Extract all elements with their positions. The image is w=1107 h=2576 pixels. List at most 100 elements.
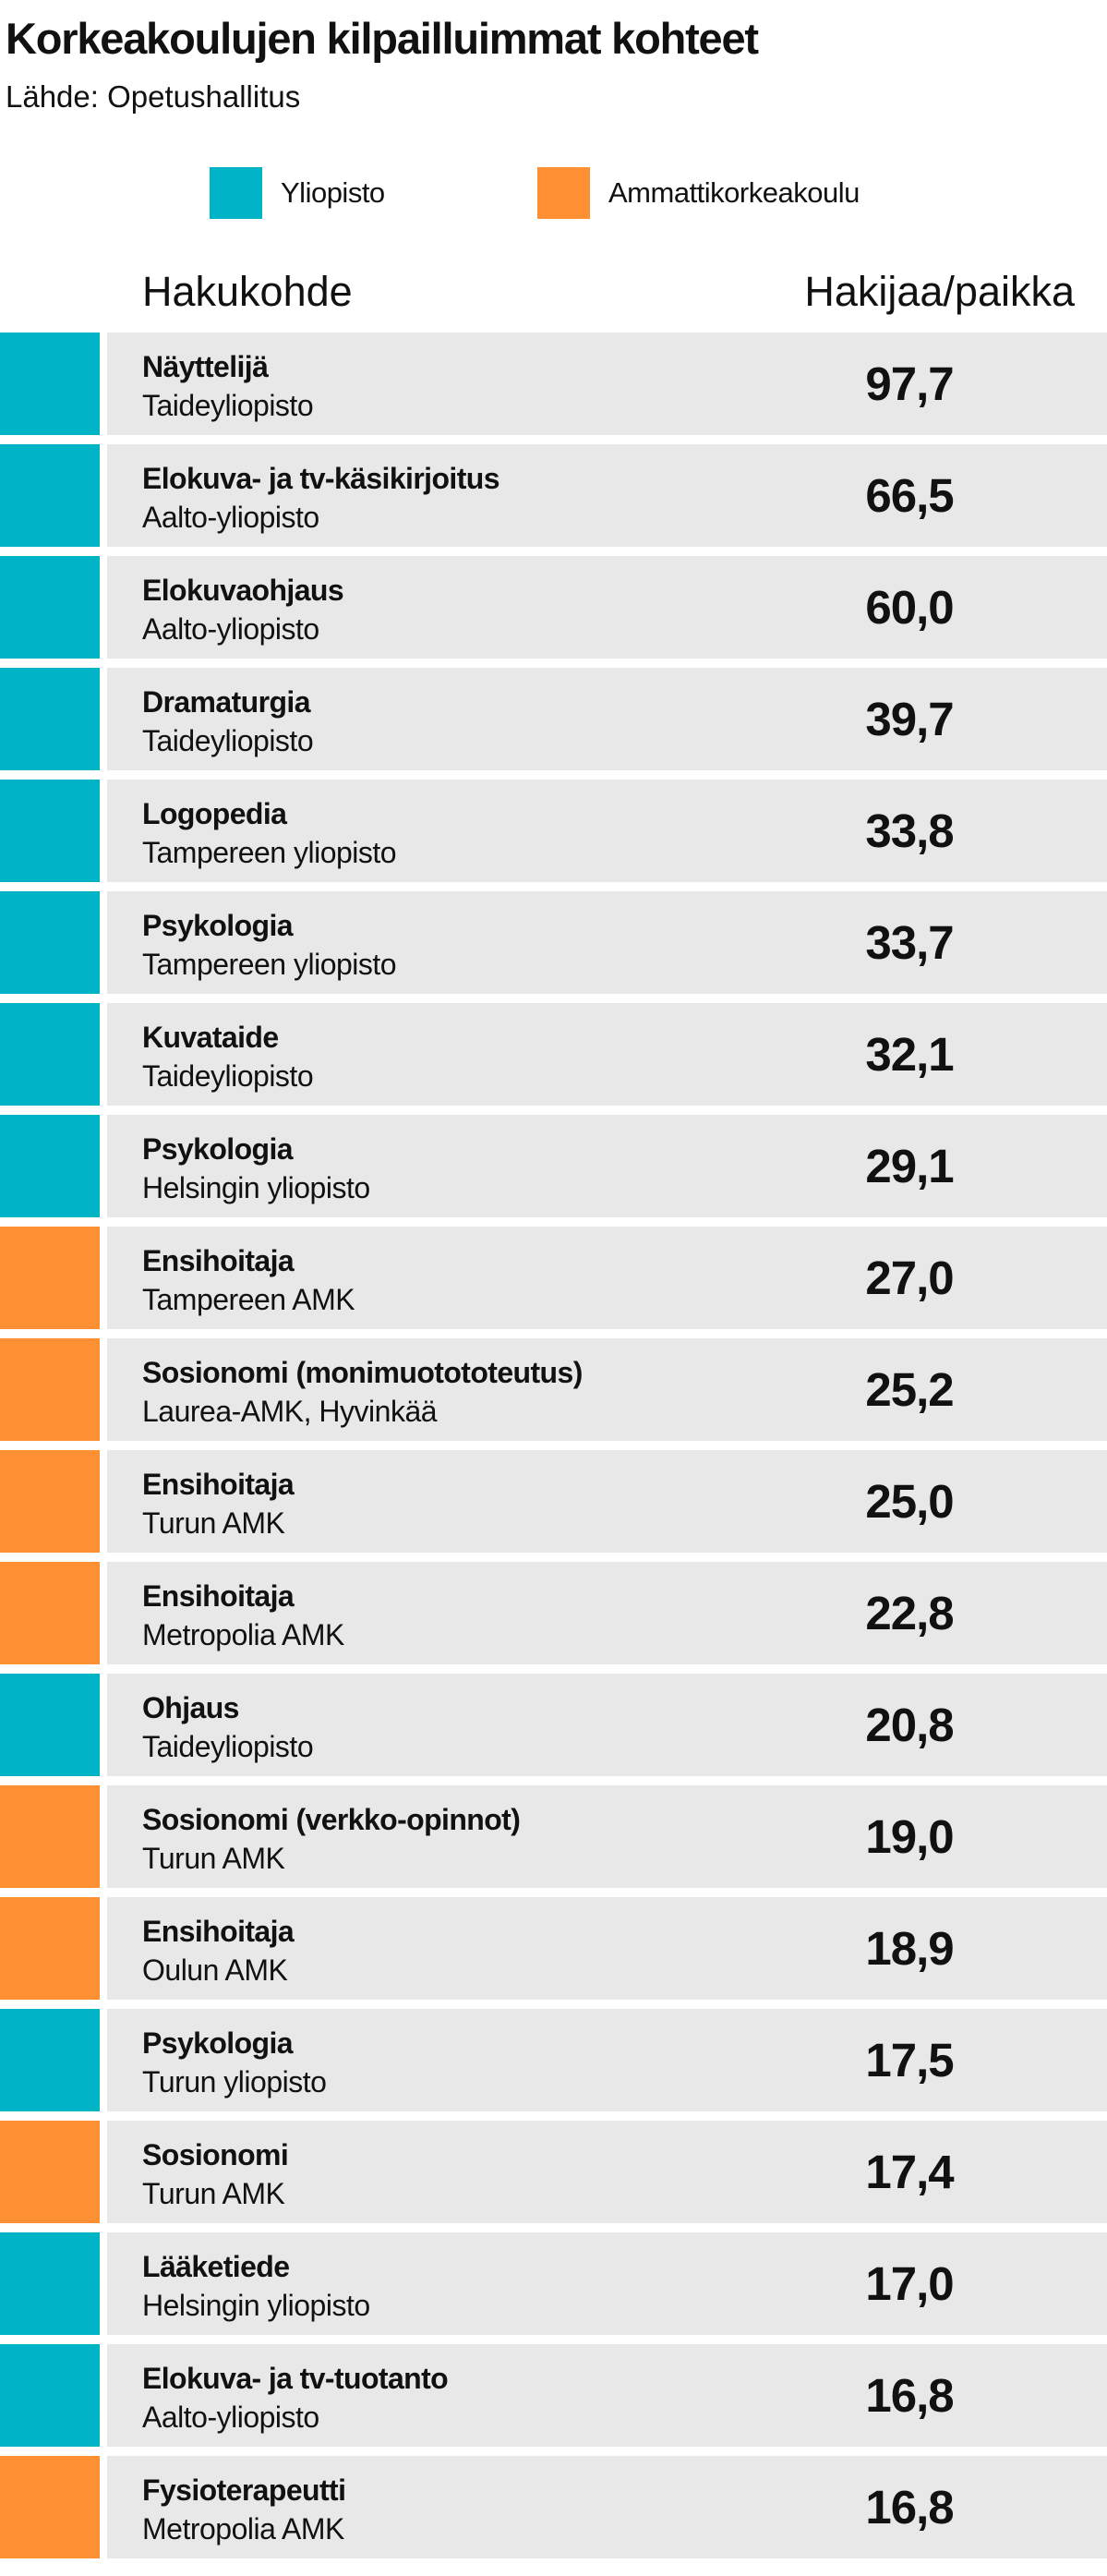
row-organization: Tampereen yliopisto: [142, 836, 397, 869]
row-value: 19,0: [865, 1810, 954, 1863]
table-row: Ohjaus Taideyliopisto 20,8: [0, 1674, 1107, 1776]
row-name: Sosionomi (verkko-opinnot): [142, 1803, 521, 1836]
row-name: Dramaturgia: [142, 685, 311, 719]
row-value: 66,5: [865, 469, 954, 522]
row-name: Psykologia: [142, 909, 294, 942]
row-organization: Metropolia AMK: [142, 2512, 344, 2546]
row-background: [107, 1562, 1107, 1664]
row-name: Ensihoitaja: [142, 1579, 295, 1613]
row-name: Psykologia: [142, 1132, 294, 1166]
row-type-bar: [0, 333, 100, 435]
table-row: Sosionomi (monimuotototeutus) Laurea-AMK,…: [0, 1338, 1107, 1441]
row-background: [107, 2009, 1107, 2111]
row-organization: Turun AMK: [142, 1842, 285, 1875]
row-name: Elokuva- ja tv-käsikirjoitus: [142, 462, 500, 495]
row-name: Elokuva- ja tv-tuotanto: [142, 2362, 449, 2395]
row-background: [107, 2121, 1107, 2223]
row-background: [107, 1003, 1107, 1106]
row-organization: Laurea-AMK, Hyvinkää: [142, 1395, 438, 1428]
row-type-bar: [0, 1003, 100, 1106]
row-organization: Helsingin yliopisto: [142, 2289, 370, 2322]
row-background: [107, 1897, 1107, 2000]
table-row: Kuvataide Taideyliopisto 32,1: [0, 1003, 1107, 1106]
table-row: Elokuvaohjaus Aalto-yliopisto 60,0: [0, 556, 1107, 659]
row-background: [107, 891, 1107, 994]
column-header-hakijaa-paikka: Hakijaa/paikka: [804, 268, 1075, 315]
row-type-bar: [0, 1562, 100, 1664]
row-background: [107, 1115, 1107, 1217]
row-type-bar: [0, 556, 100, 659]
row-type-bar: [0, 2121, 100, 2223]
row-type-bar: [0, 1227, 100, 1329]
row-organization: Taideyliopisto: [142, 1059, 314, 1093]
row-name: Sosionomi: [142, 2138, 289, 2171]
table-row: Sosionomi Turun AMK 17,4: [0, 2121, 1107, 2223]
table-row: Näyttelijä Taideyliopisto 97,7: [0, 333, 1107, 435]
legend-item-yliopisto: Yliopisto: [210, 167, 385, 219]
row-type-bar: [0, 1785, 100, 1888]
row-type-bar: [0, 1115, 100, 1217]
row-name: Elokuvaohjaus: [142, 574, 344, 607]
row-background: [107, 333, 1107, 435]
row-value: 27,0: [865, 1252, 954, 1304]
row-type-bar: [0, 2456, 100, 2558]
table-row: Ensihoitaja Turun AMK 25,0: [0, 1450, 1107, 1553]
row-background: [107, 668, 1107, 770]
table-row: Fysioterapeutti Metropolia AMK 16,8: [0, 2456, 1107, 2558]
row-value: 33,7: [865, 916, 954, 969]
row-value: 18,9: [865, 1922, 954, 1975]
row-organization: Taideyliopisto: [142, 724, 314, 757]
table-row: Logopedia Tampereen yliopisto 33,8: [0, 780, 1107, 882]
table-row: Psykologia Tampereen yliopisto 33,7: [0, 891, 1107, 994]
row-background: [107, 2456, 1107, 2558]
row-type-bar: [0, 2009, 100, 2111]
row-value: 17,5: [865, 2034, 954, 2086]
legend-label-amk: Ammattikorkeakoulu: [608, 176, 860, 209]
row-value: 25,2: [865, 1363, 954, 1416]
row-organization: Aalto-yliopisto: [142, 2401, 319, 2434]
row-background: [107, 780, 1107, 882]
row-value: 17,0: [865, 2257, 954, 2310]
row-value: 39,7: [865, 693, 954, 745]
table-row: Sosionomi (verkko-opinnot) Turun AMK 19,0: [0, 1785, 1107, 1888]
row-type-bar: [0, 2232, 100, 2335]
row-background: [107, 2344, 1107, 2447]
row-value: 25,0: [865, 1475, 954, 1528]
table-row: Psykologia Helsingin yliopisto 29,1: [0, 1115, 1107, 1217]
row-organization: Aalto-yliopisto: [142, 501, 319, 534]
legend-swatch-yliopisto: [210, 167, 262, 219]
table-row: Ensihoitaja Tampereen AMK 27,0: [0, 1227, 1107, 1329]
row-name: Näyttelijä: [142, 350, 269, 383]
row-name: Ensihoitaja: [142, 1468, 295, 1501]
row-name: Ohjaus: [142, 1691, 239, 1724]
column-header-hakukohde: Hakukohde: [142, 268, 353, 315]
legend-label-yliopisto: Yliopisto: [281, 176, 385, 209]
row-organization: Helsingin yliopisto: [142, 1171, 370, 1204]
row-type-bar: [0, 1338, 100, 1441]
row-name: Ensihoitaja: [142, 1244, 295, 1277]
row-type-bar: [0, 444, 100, 547]
row-organization: Turun yliopisto: [142, 2065, 327, 2098]
row-value: 33,8: [865, 804, 954, 857]
table-row: Dramaturgia Taideyliopisto 39,7: [0, 668, 1107, 770]
row-organization: Metropolia AMK: [142, 1618, 344, 1651]
row-name: Sosionomi (monimuotototeutus): [142, 1356, 583, 1389]
row-name: Logopedia: [142, 797, 287, 830]
row-type-bar: [0, 1897, 100, 2000]
row-type-bar: [0, 1674, 100, 1776]
row-type-bar: [0, 780, 100, 882]
chart-title: Korkeakoulujen kilpailluimmat kohteet: [6, 14, 759, 63]
row-type-bar: [0, 2344, 100, 2447]
row-organization: Turun AMK: [142, 1506, 285, 1540]
row-organization: Aalto-yliopisto: [142, 612, 319, 646]
table-row: Ensihoitaja Oulun AMK 18,9: [0, 1897, 1107, 2000]
row-name: Lääketiede: [142, 2250, 290, 2283]
row-background: [107, 1227, 1107, 1329]
row-background: [107, 444, 1107, 547]
row-type-bar: [0, 668, 100, 770]
row-background: [107, 1338, 1107, 1441]
row-organization: Taideyliopisto: [142, 389, 314, 422]
row-value: 60,0: [865, 581, 954, 634]
row-type-bar: [0, 891, 100, 994]
